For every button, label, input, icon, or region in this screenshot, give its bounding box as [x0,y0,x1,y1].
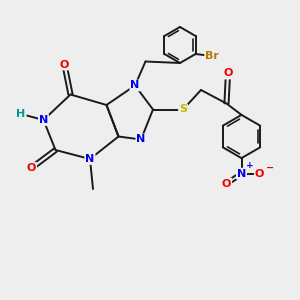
Text: Br: Br [205,50,219,61]
Text: O: O [255,169,264,179]
Text: O: O [223,68,233,79]
Text: H: H [16,109,26,119]
Text: N: N [136,134,146,145]
Text: O: O [60,59,69,70]
Text: O: O [27,163,36,173]
Text: N: N [237,169,246,179]
Text: O: O [222,178,231,189]
Text: −: − [266,163,274,173]
Text: N: N [130,80,140,91]
Text: N: N [39,115,48,125]
Text: +: + [246,161,254,170]
Text: S: S [179,104,187,115]
Text: N: N [85,154,94,164]
